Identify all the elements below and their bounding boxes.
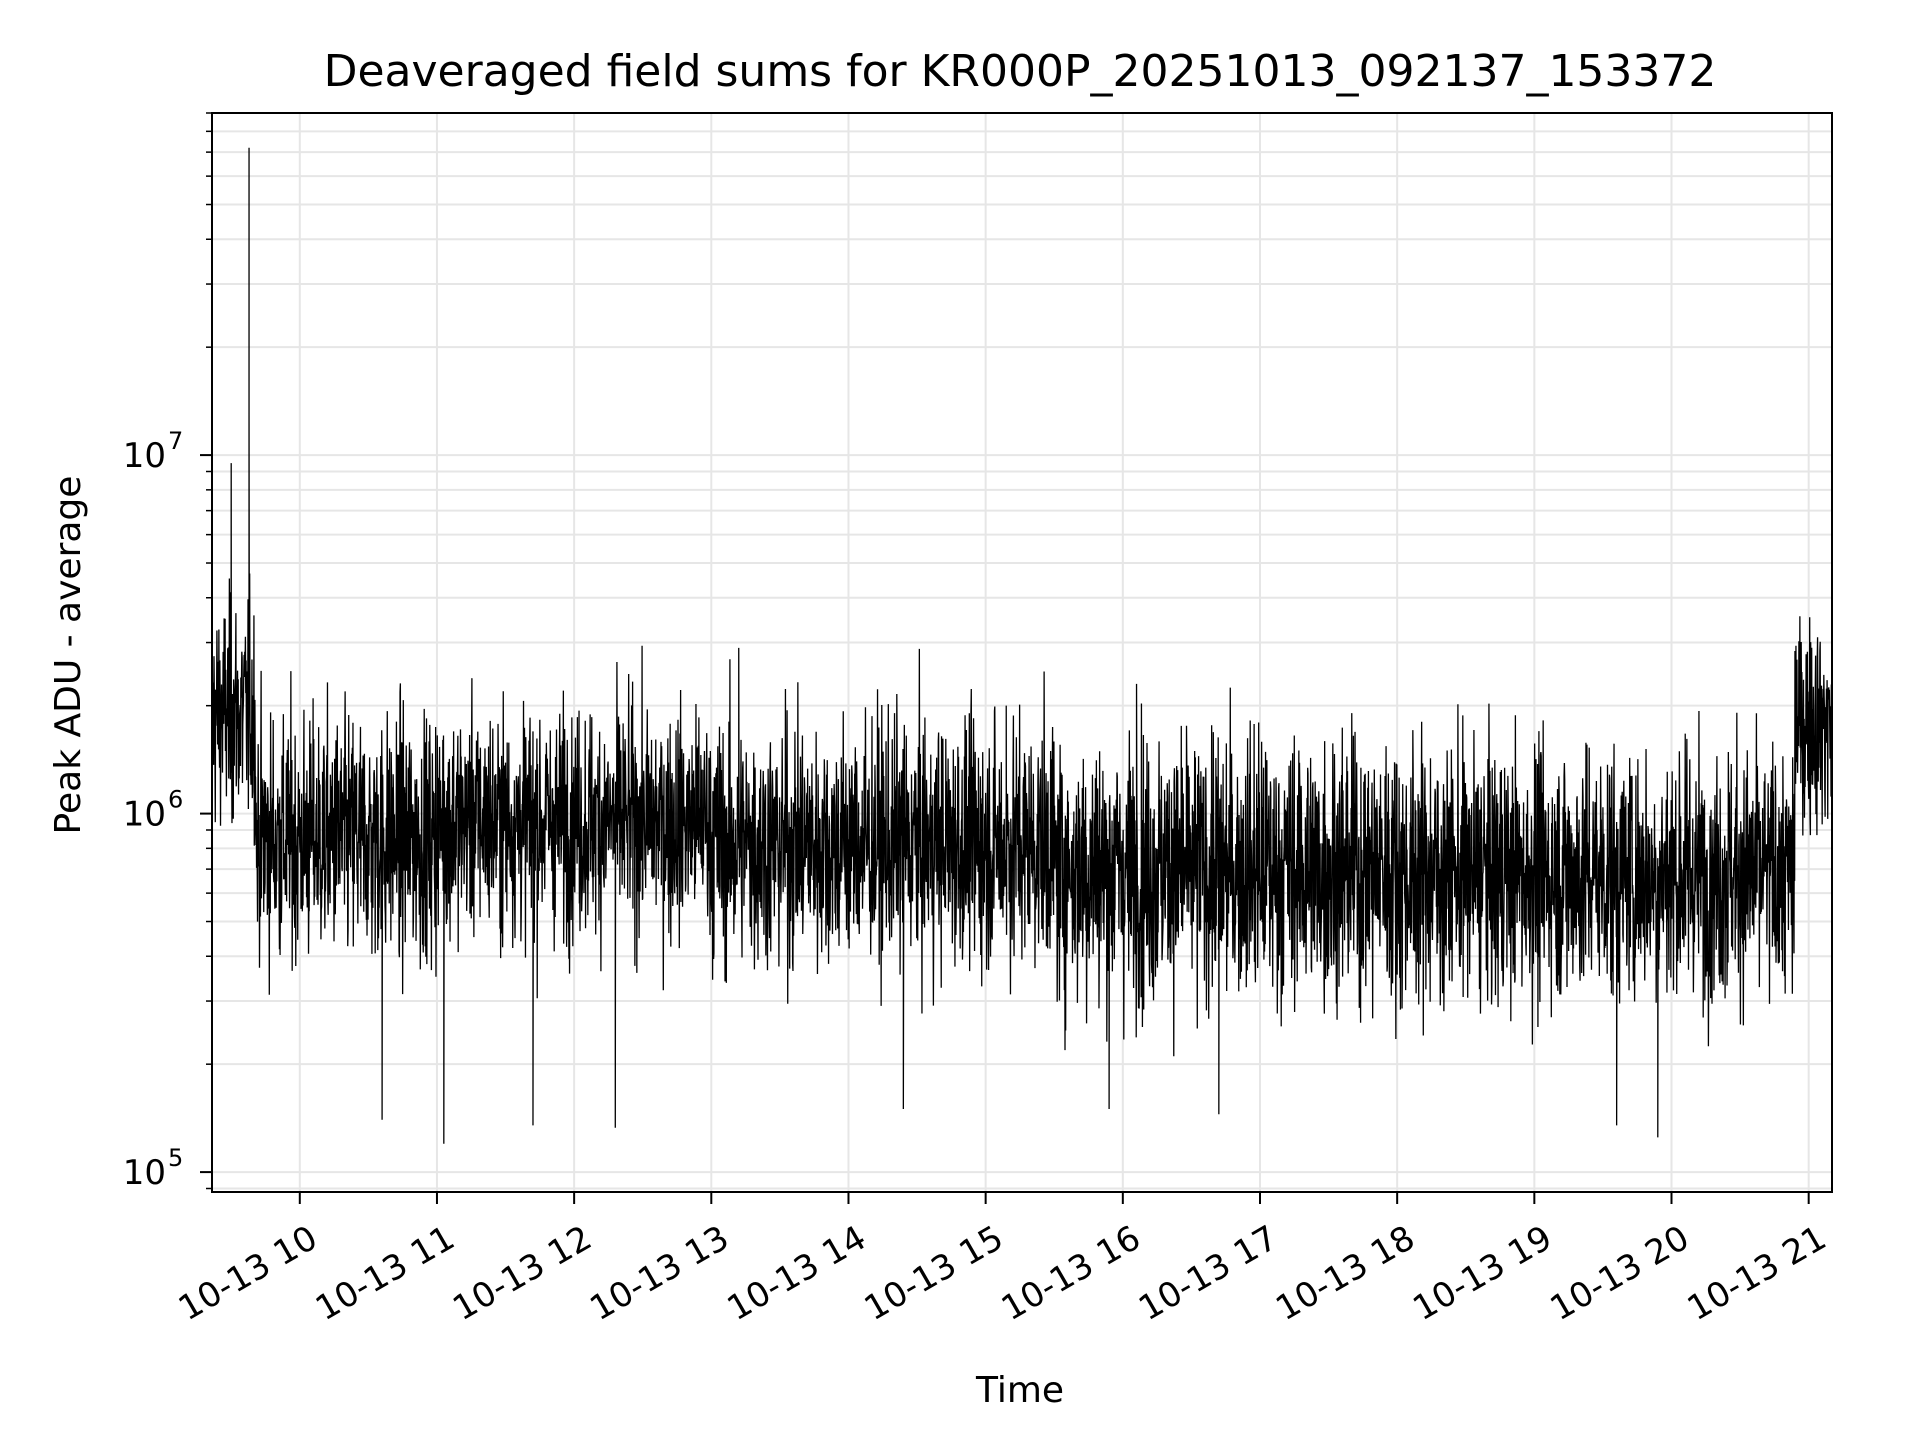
x-tick-label: 10-13 11 <box>309 1218 461 1329</box>
y-tick-label: 10 <box>123 1153 166 1193</box>
x-tick-label: 10-13 21 <box>1681 1218 1833 1329</box>
y-tick-label: 10 <box>123 795 166 835</box>
chart-title: Deaveraged field sums for KR000P_2025101… <box>324 46 1717 97</box>
grid <box>212 112 1832 1192</box>
y-tick-exponent: 5 <box>168 1144 183 1172</box>
y-tick-label: 10 <box>123 436 166 476</box>
x-tick-label: 10-13 15 <box>858 1218 1010 1329</box>
x-tick-label: 10-13 20 <box>1544 1218 1696 1329</box>
x-tick-label: 10-13 17 <box>1132 1218 1284 1329</box>
x-tick-label: 10-13 19 <box>1406 1218 1558 1329</box>
series-line <box>212 147 1832 1144</box>
x-tick-label: 10-13 12 <box>446 1218 598 1329</box>
y-axis-title: Peak ADU - average <box>48 476 89 835</box>
y-tick-exponent: 6 <box>168 786 183 814</box>
y-tick-exponent: 7 <box>168 427 183 455</box>
x-tick-label: 10-13 13 <box>583 1218 735 1329</box>
x-tick-label: 10-13 18 <box>1269 1218 1421 1329</box>
x-tick-label: 10-13 16 <box>995 1218 1147 1329</box>
x-tick-label: 10-13 14 <box>721 1218 873 1329</box>
plot-frame <box>211 112 1833 1193</box>
x-axis-title: Time <box>975 1370 1064 1411</box>
x-tick-label: 10-13 10 <box>172 1218 324 1329</box>
